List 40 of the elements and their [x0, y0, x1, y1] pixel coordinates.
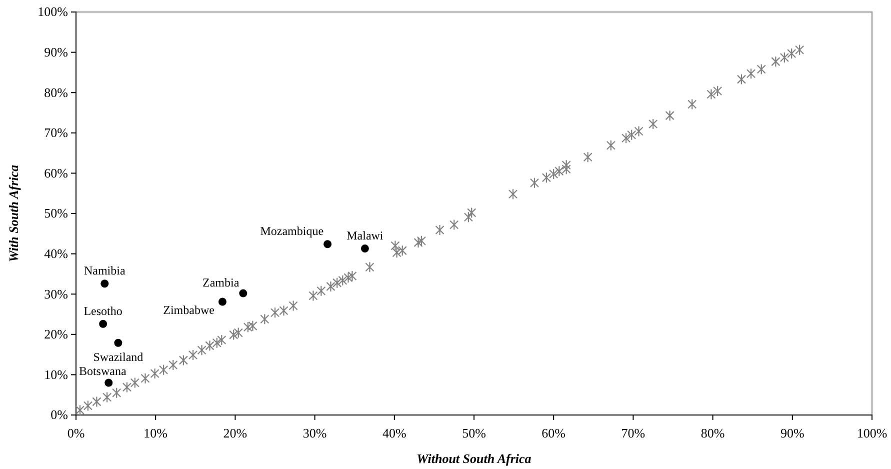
x-tick-label: 80%: [700, 425, 725, 440]
y-tick-label: 90%: [44, 44, 68, 60]
x-tick-label: 50%: [462, 425, 486, 440]
y-tick-label: 0%: [50, 407, 68, 422]
annotation: Lesotho: [84, 304, 122, 318]
x-tick-label: 90%: [780, 425, 804, 440]
y-tick-label: 20%: [44, 326, 68, 342]
x-tick-label: 0%: [67, 425, 85, 440]
annotation: Mozambique: [260, 224, 324, 238]
point: [324, 240, 332, 248]
point: [114, 338, 122, 347]
annotation: Swaziland: [93, 350, 144, 364]
point: [239, 289, 248, 298]
x-tick-label: 20%: [223, 425, 248, 440]
point: [360, 244, 369, 253]
x-tick-label: 60%: [542, 425, 566, 440]
x-tick-label: 10%: [144, 425, 168, 440]
point: [104, 378, 113, 387]
annotation: Zimbabwe: [163, 302, 214, 317]
annotation: Namibia: [84, 264, 126, 278]
point: [218, 298, 226, 306]
x-tick-label: 40%: [382, 425, 406, 440]
x-tick-label: 70%: [621, 425, 646, 440]
point: [99, 320, 108, 328]
point: [100, 280, 109, 288]
y-tick-label: 70%: [44, 125, 68, 140]
x-tick-label: 30%: [302, 425, 327, 440]
x-tick-label: 100%: [856, 425, 888, 440]
annotation: Malawi: [346, 228, 384, 243]
y-tick-label: 30%: [44, 286, 68, 302]
y-tick-label: 60%: [44, 165, 68, 180]
y-tick-label: 40%: [44, 246, 68, 261]
y-tick-label: 80%: [44, 84, 68, 100]
annotation: Zambia: [202, 275, 240, 290]
y-tick-label: 50%: [44, 206, 68, 221]
y-axis-title: With South Africa: [6, 164, 21, 262]
annotation: Botswana: [78, 364, 127, 378]
y-tick-label: 100%: [38, 4, 68, 20]
x-axis-title: Without South Africa: [416, 451, 532, 466]
y-tick-label: 10%: [44, 366, 68, 382]
